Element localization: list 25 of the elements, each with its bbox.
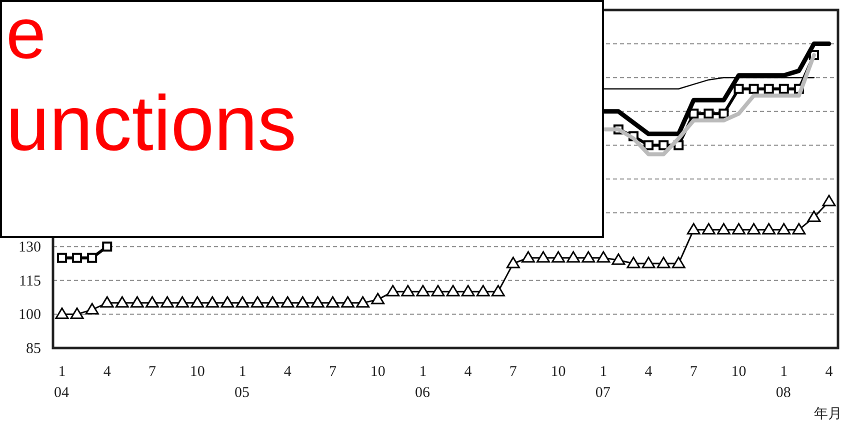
- x-tick-label: 1 08: [776, 364, 791, 401]
- x-tick-label: 4: [464, 364, 472, 380]
- x-tick-label: 7: [690, 364, 698, 380]
- y-tick-label: 100: [18, 307, 41, 324]
- x-axis-title: 年月: [814, 406, 842, 422]
- x-tick-label: 4: [644, 364, 653, 380]
- x-tick-label: 10: [550, 364, 566, 380]
- x-tick-label: 7: [509, 364, 518, 380]
- y-tick-label: 115: [19, 273, 41, 290]
- annotation: unctions: [6, 79, 297, 167]
- x-tick-label: 10: [731, 364, 746, 380]
- x-tick-label: 10: [370, 364, 386, 380]
- x-tick-label: 7: [148, 364, 156, 380]
- x-tick-label: 10: [190, 364, 205, 380]
- x-tick-label: 1 04: [54, 364, 70, 401]
- x-tick-label: 7: [328, 364, 337, 380]
- x-tick-label: 1 05: [234, 364, 250, 401]
- text: e: [6, 0, 46, 74]
- x-tick-label: 1 07: [595, 364, 611, 401]
- y-tick-label: 130: [18, 240, 41, 256]
- x-tick-label: 1 06: [414, 364, 430, 401]
- y-tick-label: 85: [26, 341, 41, 357]
- x-tick-label: 4: [825, 364, 834, 380]
- x-tick-label: 4: [103, 364, 112, 380]
- x-tick-label: 4: [284, 364, 292, 380]
